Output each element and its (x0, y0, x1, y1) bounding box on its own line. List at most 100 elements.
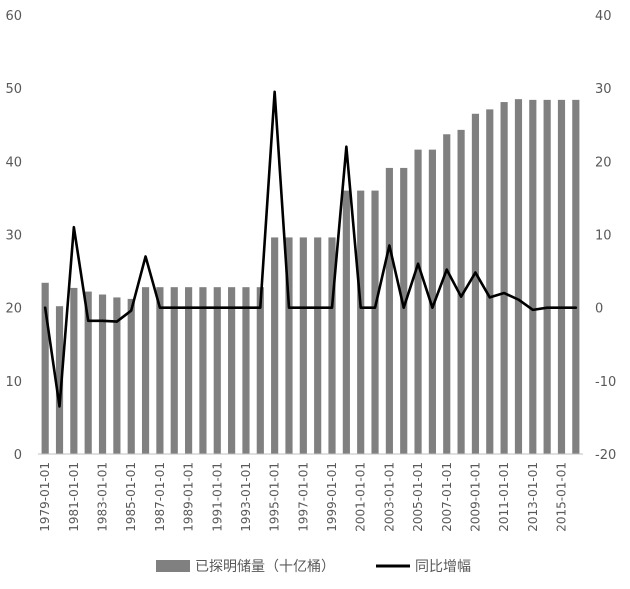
line-point-2004-01-01 (402, 306, 405, 309)
y-left-tick-label: 10 (5, 375, 22, 390)
bar-2013-01-01 (529, 99, 537, 455)
bar-2012-01-01 (514, 99, 523, 454)
legend-swatch-bar (156, 560, 190, 572)
bar-1990-01-01 (199, 287, 207, 454)
line-point-2007-01-01 (445, 268, 448, 271)
line-point-2002-01-01 (374, 306, 376, 309)
line-point-1990-01-01 (202, 306, 204, 309)
line-point-1991-01-01 (216, 306, 219, 309)
bar-2009-01-01 (471, 113, 480, 455)
bar-1997-01-01 (299, 237, 307, 454)
line-point-2009-01-01 (474, 271, 477, 274)
bar-2008-01-01 (457, 129, 465, 454)
line-point-1982-01-01 (87, 320, 89, 322)
x-tick-label: 2013-01-01 (526, 462, 540, 532)
y-right-tick-label: 10 (595, 229, 612, 244)
y-right-tick-label: 30 (595, 82, 612, 97)
line-point-1996-01-01 (288, 306, 290, 309)
line-point-1999-01-01 (331, 306, 333, 309)
y-right-tick-label: 20 (595, 155, 612, 170)
bar-2001-01-01 (357, 190, 365, 454)
line-point-2011-01-01 (503, 292, 505, 294)
axes-layer: 0 10 20 30 40 50 60 -20 -10 0 10 20 30 40 1979-01-01 19… (5, 9, 616, 532)
bar-1995-01-01 (271, 237, 279, 454)
bar-2000-01-01 (342, 190, 350, 454)
line-point-2000-01-01 (345, 145, 348, 148)
line-point-1986-01-01 (144, 255, 147, 258)
line-point-2016-01-01 (575, 306, 577, 309)
x-tick-label: 1983-01-01 (96, 462, 110, 532)
line-point-2014-01-01 (546, 306, 548, 309)
x-tick-label: 2007-01-01 (440, 462, 454, 532)
bar-1979-01-01 (41, 282, 49, 454)
x-tick-label: 2009-01-01 (468, 462, 482, 532)
bar-2003-01-01 (385, 167, 393, 455)
bar-2002-01-01 (371, 190, 379, 454)
bar-1987-01-01 (156, 287, 164, 454)
bar-2005-01-01 (414, 149, 422, 454)
line-point-1993-01-01 (245, 306, 247, 309)
x-tick-label: 1989-01-01 (182, 462, 196, 532)
line-point-1983-01-01 (101, 320, 104, 322)
x-tick-label: 1999-01-01 (325, 462, 339, 532)
line-point-1980-01-01 (58, 405, 61, 408)
bar-2015-01-01 (557, 99, 566, 455)
x-tick-label: 1985-01-01 (124, 462, 138, 532)
y-left-tick-label: 30 (5, 229, 22, 244)
line-point-2008-01-01 (460, 295, 462, 298)
bar-2006-01-01 (428, 149, 436, 454)
line-point-1981-01-01 (73, 226, 75, 228)
line-point-2006-01-01 (431, 306, 434, 309)
x-tick-label: 2003-01-01 (382, 462, 396, 532)
line-point-2001-01-01 (359, 306, 362, 309)
y-left-tick-label: 40 (5, 155, 22, 170)
line-point-1987-01-01 (159, 306, 161, 309)
line-point-1988-01-01 (173, 306, 176, 309)
y-left-tick-label: 20 (5, 302, 22, 317)
bar-1986-01-01 (141, 287, 150, 454)
line-point-1985-01-01 (130, 309, 133, 312)
bar-1992-01-01 (228, 287, 236, 454)
x-tick-label: 2001-01-01 (354, 462, 368, 532)
y-right-tick-label: -10 (595, 375, 616, 390)
bar-1980-01-01 (55, 306, 64, 454)
bar-1999-01-01 (328, 237, 336, 454)
line-point-2015-01-01 (560, 306, 563, 309)
bar-1982-01-01 (84, 291, 92, 454)
line-layer (43, 90, 578, 408)
line-point-1989-01-01 (187, 306, 190, 309)
bar-1996-01-01 (285, 237, 293, 454)
line-point-1979-01-01 (44, 306, 46, 309)
line-point-2003-01-01 (388, 244, 391, 247)
x-tick-label: 1991-01-01 (210, 462, 224, 532)
bar-1981-01-01 (70, 287, 78, 454)
line-point-1998-01-01 (316, 306, 319, 309)
bar-2010-01-01 (486, 109, 494, 454)
line-point-2010-01-01 (488, 296, 491, 299)
line-point-2005-01-01 (417, 262, 419, 265)
line-point-1994-01-01 (259, 306, 262, 309)
x-tick-label: 2011-01-01 (497, 462, 511, 532)
x-tick-label: 1987-01-01 (153, 462, 167, 532)
x-tick-label: 1993-01-01 (239, 462, 253, 532)
bar-2004-01-01 (400, 167, 408, 455)
bar-1985-01-01 (127, 298, 135, 454)
bar-2011-01-01 (500, 102, 508, 454)
bar-1983-01-01 (98, 294, 107, 454)
bar-1993-01-01 (242, 287, 250, 454)
line-point-1992-01-01 (230, 306, 233, 309)
y-left-tick-label: 0 (14, 448, 22, 463)
y-right-tick-label: 40 (595, 9, 612, 24)
line-point-1997-01-01 (302, 306, 305, 309)
line-point-1995-01-01 (273, 91, 276, 93)
line-yoy-growth (43, 90, 578, 408)
x-tick-label: 1995-01-01 (268, 462, 282, 532)
legend: 已探明储量（十亿桶） 同比增幅 (156, 559, 471, 575)
x-tick-label: 2015-01-01 (554, 462, 568, 532)
bar-1998-01-01 (314, 237, 322, 454)
y-left-tick-label: 50 (5, 82, 22, 97)
legend-label-line: 同比增幅 (415, 559, 471, 575)
y-left-tick-label: 60 (5, 9, 22, 24)
